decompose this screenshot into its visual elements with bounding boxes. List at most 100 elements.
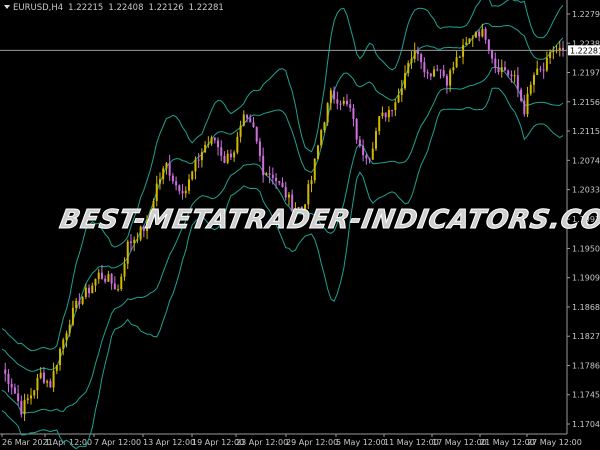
x-tick-label: 23 Apr 12:00: [236, 438, 288, 447]
candle-body: [4, 369, 7, 374]
watermark: BEST-METATRADER-INDICATORS.COM: [57, 205, 600, 236]
candle-body: [320, 130, 323, 146]
candle-body: [39, 372, 42, 378]
candle-body: [162, 168, 165, 180]
candle-body: [562, 47, 564, 51]
candle-body: [429, 73, 432, 77]
candle-body: [268, 173, 271, 175]
candle-body: [442, 70, 445, 76]
candle-body: [20, 401, 23, 415]
candle-body: [381, 112, 384, 117]
candle-body: [107, 274, 110, 282]
candle-body: [242, 114, 245, 126]
candle-body: [404, 73, 407, 89]
candle-body: [420, 54, 423, 63]
candle-body: [416, 49, 419, 55]
candle-body: [455, 57, 458, 68]
open-value: 1.22215: [68, 3, 104, 13]
candle-body: [88, 287, 91, 294]
candle-body: [188, 179, 190, 191]
candle-body: [297, 207, 300, 209]
candle-body: [49, 381, 52, 388]
candle-body: [445, 75, 448, 86]
candle-body: [449, 70, 452, 86]
candle-body: [152, 201, 155, 212]
candle-body: [200, 152, 203, 161]
candle-body: [275, 178, 278, 181]
candle-body: [558, 47, 561, 51]
x-tick-label: 26 Mar 2021: [2, 438, 53, 447]
candle-body: [168, 163, 171, 176]
candle-body: [55, 365, 58, 371]
y-tick-label: 1.19095: [572, 274, 600, 283]
candle-body: [46, 381, 49, 383]
candle-body: [123, 263, 126, 277]
candle-body: [532, 74, 535, 85]
candle-body: [13, 387, 16, 394]
candle-body: [129, 241, 132, 244]
candle-body: [23, 400, 26, 415]
candle-body: [181, 191, 184, 194]
candle-body: [339, 103, 342, 105]
candle-body: [84, 287, 87, 297]
candle-body: [352, 108, 355, 119]
candle-body: [333, 90, 336, 100]
candle-body: [545, 57, 548, 71]
y-tick-label: 1.20330: [572, 186, 600, 195]
y-tick-label: 1.17045: [572, 420, 600, 429]
candle-body: [271, 174, 274, 179]
candle-body: [155, 183, 158, 202]
candle-body: [139, 226, 142, 240]
candle-body: [175, 181, 178, 186]
candle-body: [468, 38, 471, 43]
candle-body: [552, 50, 555, 53]
x-tick-label: 5 May 12:00: [336, 438, 386, 447]
candle-body: [294, 208, 297, 211]
y-tick-label: 1.19505: [572, 244, 600, 253]
x-tick-label: 7 Apr 12:00: [94, 438, 141, 447]
candle-body: [36, 377, 39, 391]
high-value: 1.22408: [108, 3, 144, 13]
candle-body: [516, 75, 519, 90]
candle-body: [236, 136, 239, 153]
candle-body: [326, 103, 329, 123]
candle-body: [458, 56, 461, 58]
candle-body: [413, 49, 416, 59]
candle-body: [433, 69, 436, 77]
candle-body: [365, 155, 368, 159]
dropdown-triangle-icon[interactable]: [4, 5, 10, 9]
candle-body: [158, 179, 161, 184]
y-tick-label: 1.18685: [572, 303, 600, 312]
x-tick-label: 29 Apr 12:00: [286, 438, 338, 447]
candle-body: [391, 109, 394, 111]
candle-body: [207, 143, 210, 145]
band-upper-outer: [1, 0, 564, 352]
x-tick-label: 1 Apr 12:00: [45, 438, 92, 447]
y-tick-label: 1.22790: [572, 10, 600, 19]
candle-body: [549, 52, 552, 58]
candle-body: [226, 153, 229, 163]
candle-body: [213, 137, 216, 141]
symbol-label: EURUSD,H4: [13, 3, 64, 13]
candle-body: [462, 45, 465, 57]
candle-body: [371, 148, 374, 160]
candle-body: [397, 94, 400, 103]
candle-body: [113, 283, 116, 290]
candle-body: [300, 207, 303, 211]
candle-body: [423, 62, 426, 73]
candle-body: [349, 104, 352, 109]
candle-body: [42, 372, 45, 383]
candle-body: [394, 102, 397, 110]
candle-body: [400, 88, 403, 95]
candle-body: [126, 241, 129, 264]
candle-body: [26, 398, 29, 401]
candle-body: [246, 114, 249, 119]
candle-body: [194, 159, 197, 172]
candle-body: [503, 67, 506, 71]
candle-body: [478, 31, 481, 37]
candle-body: [368, 158, 371, 160]
candle-body: [133, 239, 136, 244]
candle-body: [33, 390, 36, 396]
